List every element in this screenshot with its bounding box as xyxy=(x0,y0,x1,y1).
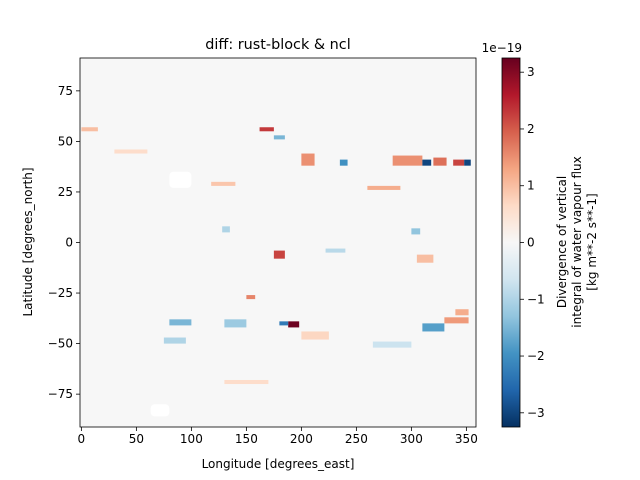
colorbar-tick-label: 1 xyxy=(527,179,535,193)
colorbar-offset-text: 1e−19 xyxy=(482,41,522,55)
heatmap-cell xyxy=(222,226,230,233)
x-tick-label: 50 xyxy=(129,432,144,446)
heatmap-cell xyxy=(372,341,412,348)
heatmap-cell xyxy=(114,149,148,154)
heatmap-cell xyxy=(301,153,315,166)
y-tick-label: 75 xyxy=(58,84,73,98)
heatmap-cell xyxy=(301,331,329,340)
y-tick-label: −25 xyxy=(48,286,73,300)
x-axis-label: Longitude [degrees_east] xyxy=(202,457,355,471)
colorbar-tick-label: 2 xyxy=(527,122,535,136)
heatmap-cell xyxy=(455,309,469,316)
colorbar-tick-label: 3 xyxy=(527,65,535,79)
y-tick-label: 50 xyxy=(58,134,73,148)
colorbar-tick-label: −3 xyxy=(527,406,545,420)
heatmap-cell xyxy=(273,250,285,259)
heatmap-cell xyxy=(422,323,445,332)
heatmap-cell xyxy=(169,319,192,326)
heatmap-cell xyxy=(224,379,269,385)
colorbar-tick-label: −2 xyxy=(527,349,545,363)
heatmap-cell xyxy=(259,127,274,132)
colorbar-ticks: 3 2 1 0 −1 −2 −3 xyxy=(520,65,545,420)
colorbar xyxy=(501,57,521,428)
heatmap-cell xyxy=(273,135,285,140)
heatmap-cell xyxy=(325,248,346,253)
x-tick-label: 150 xyxy=(235,432,258,446)
x-tick-label: 300 xyxy=(400,432,423,446)
heatmap-cell xyxy=(422,159,432,166)
heatmap-cell xyxy=(416,254,434,263)
y-tick-label: 0 xyxy=(65,236,73,250)
heatmap-cell xyxy=(453,159,465,166)
heatmap-missing-cell xyxy=(150,404,170,417)
y-axis: 75 50 25 0 −25 −50 −75 xyxy=(48,84,80,401)
y-axis-label: Latitude [degrees_north] xyxy=(21,167,35,316)
colorbar-label-line-3: [kg m**-2 s**-1] xyxy=(585,193,599,290)
heatmap-cell xyxy=(224,319,247,328)
heatmap-cell xyxy=(392,155,423,166)
heatmap-cell xyxy=(279,321,289,326)
x-tick-label: 250 xyxy=(345,432,368,446)
heatmap-cell xyxy=(246,295,256,300)
heatmap-cell xyxy=(339,159,348,166)
heatmap-cell xyxy=(163,337,186,344)
y-tick-label: 25 xyxy=(58,185,73,199)
heatmap-cell xyxy=(444,317,469,324)
y-tick-label: −75 xyxy=(48,387,73,401)
x-tick-label: 100 xyxy=(180,432,203,446)
colorbar-label: Divergence of vertical integral of water… xyxy=(555,156,599,328)
heatmap-cell xyxy=(211,181,236,186)
chart-title: diff: rust-block & ncl xyxy=(205,37,350,53)
heatmap-cell xyxy=(288,321,300,328)
x-tick-label: 350 xyxy=(455,432,478,446)
heatmap-cell xyxy=(411,228,421,235)
colorbar-tick-label: 0 xyxy=(527,236,535,250)
heatmap-cell xyxy=(464,159,471,166)
x-axis: 0 50 100 150 200 250 300 350 xyxy=(78,427,478,446)
heatmap-cell xyxy=(367,185,401,190)
heatmap-cell xyxy=(81,127,98,132)
y-tick-label: −50 xyxy=(48,337,73,351)
heatmap-cell xyxy=(433,157,447,166)
colorbar-label-line-1: Divergence of vertical xyxy=(555,176,569,308)
heatmap-cells xyxy=(80,58,476,427)
heatmap-missing-cell xyxy=(169,171,192,188)
heatmap-background xyxy=(80,58,476,427)
x-tick-label: 0 xyxy=(78,432,86,446)
colorbar-label-line-2: integral of water vapour flux xyxy=(570,156,584,328)
x-tick-label: 200 xyxy=(290,432,313,446)
colorbar-tick-label: −1 xyxy=(527,292,545,306)
